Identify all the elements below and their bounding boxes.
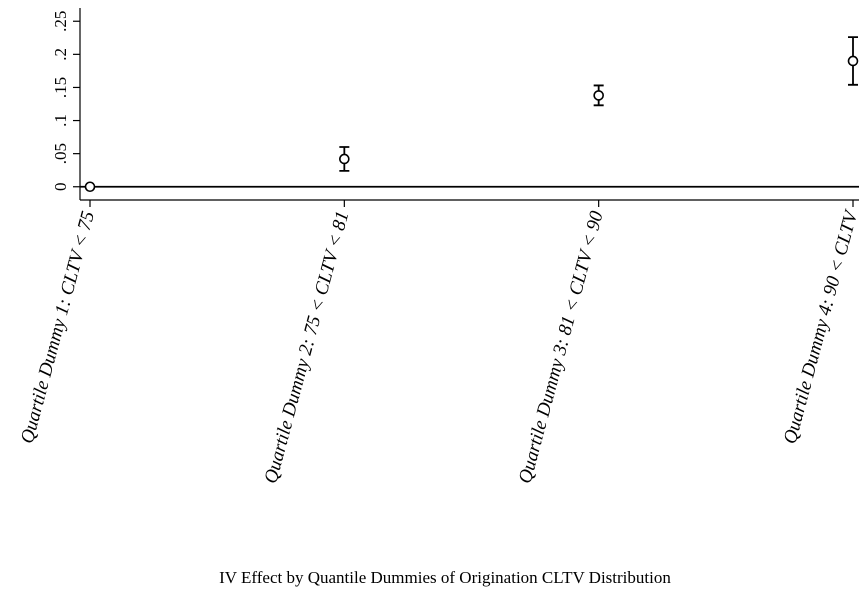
x-tick-label: Quartile Dummy 2: 75 < CLTV < 81 <box>260 209 353 486</box>
y-tick-label: .25 <box>51 11 70 32</box>
y-tick-label: 0 <box>51 183 70 192</box>
x-tick-label: Quartile Dummy 1: CLTV < 75 <box>17 209 99 446</box>
point <box>84 181 96 193</box>
y-tick-label: .2 <box>51 48 70 61</box>
x-axis-title: IV Effect by Quantile Dummies of Origina… <box>219 568 671 587</box>
point <box>593 90 604 101</box>
point <box>847 55 859 67</box>
y-tick-label: .05 <box>51 143 70 164</box>
x-tick-label: Quartile Dummy 4: 90 < CLTV <box>780 207 859 446</box>
x-tick-label: Quartile Dummy 3: 81 < CLTV < 90 <box>515 209 608 486</box>
y-tick-label: .15 <box>51 77 70 98</box>
y-tick-label: .1 <box>51 114 70 127</box>
point <box>339 153 350 165</box>
